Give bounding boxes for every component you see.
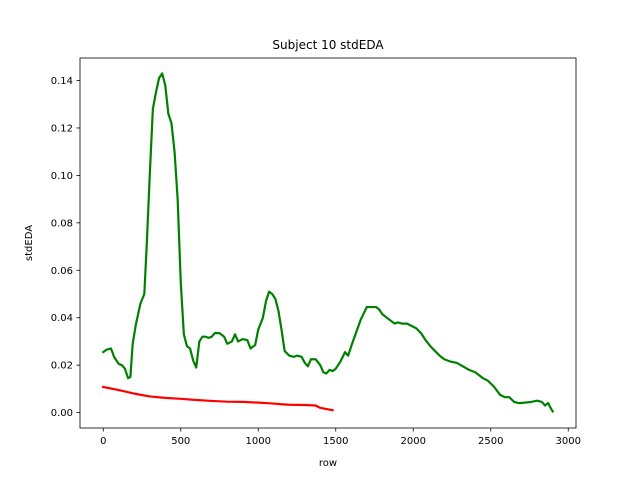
chart-title: Subject 10 stdEDA [272,38,384,52]
series-line-2 [101,385,334,412]
series-line-1 [101,72,555,413]
x-tick-label: 500 [171,436,190,447]
plot-frame [79,57,577,429]
x-tick-label: 2000 [401,436,426,447]
y-axis: 0.00 0.02 0.04 0.06 0.08 0.10 0.12 0.14 [51,76,80,419]
x-tick-label: 1500 [323,436,348,447]
y-tick-label: 0.10 [51,171,73,182]
y-tick-label: 0.06 [51,266,73,277]
y-tick-label: 0.08 [51,218,73,229]
x-axis: 0 500 1000 1500 2000 2500 3000 [100,428,581,447]
y-tick-label: 0.04 [51,313,73,324]
x-tick-label: 0 [100,436,106,447]
x-axis-label: row [319,458,337,469]
series-layer [101,72,555,413]
x-tick-label: 2500 [478,436,503,447]
x-tick-label: 3000 [556,436,581,447]
y-axis-label: stdEDA [24,225,35,261]
y-tick-label: 0.12 [51,123,73,134]
y-tick-label: 0.02 [51,361,73,372]
y-tick-label: 0.00 [51,408,73,419]
x-tick-label: 1000 [246,436,271,447]
y-tick-label: 0.14 [51,76,73,87]
